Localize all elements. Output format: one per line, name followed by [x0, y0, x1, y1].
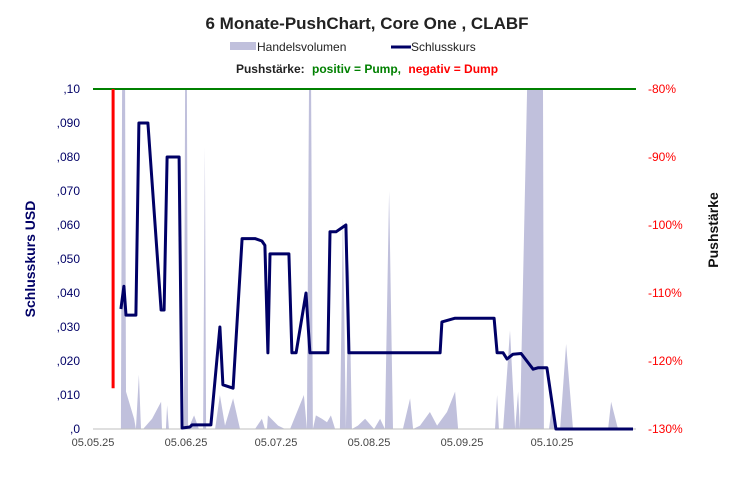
x-tick-label: 05.07.25	[255, 437, 298, 449]
x-tick-label: 05.10.25	[531, 437, 574, 449]
legend-push-prefix: Pushstärke:	[236, 62, 305, 76]
volume-area	[120, 89, 633, 429]
y-tick-label: ,040	[57, 286, 81, 300]
y2-tick-label: -110%	[648, 286, 682, 300]
y-tick-label: ,010	[57, 388, 81, 402]
x-tick-label: 05.09.25	[441, 437, 484, 449]
y-tick-label: ,070	[57, 184, 81, 198]
y-tick-label: ,090	[57, 116, 81, 130]
legend-push-positive: positiv = Pump,	[312, 62, 401, 76]
legend-volume-label: Handelsvolumen	[257, 40, 346, 54]
legend-price-label: Schlusskurs	[411, 40, 476, 54]
legend-volume-swatch	[230, 42, 256, 50]
x-tick-label: 05.05.25	[72, 437, 115, 449]
chart-title: 6 Monate-PushChart, Core One , CLABF	[205, 14, 528, 33]
legend-push: Pushstärke: positiv = Pump, negativ = Du…	[236, 62, 498, 76]
y2-tick-label: -100%	[648, 218, 683, 232]
y-tick-label: ,10	[63, 82, 80, 96]
y2-axis-label: Pushstärke	[705, 192, 721, 268]
y-tick-label: ,0	[70, 422, 80, 436]
y-tick-label: ,020	[57, 354, 81, 368]
y-tick-label: ,050	[57, 252, 81, 266]
y-tick-label: ,060	[57, 218, 81, 232]
y2-tick-label: -90%	[648, 150, 676, 164]
legend-push-negative: negativ = Dump	[408, 62, 498, 76]
y2-tick-label: -120%	[648, 354, 683, 368]
y-tick-label: ,030	[57, 320, 81, 334]
y2-tick-label: -80%	[648, 82, 676, 96]
price-line	[119, 121, 633, 431]
x-tick-label: 05.08.25	[348, 437, 391, 449]
y2-tick-label: -130%	[648, 422, 683, 436]
y-tick-label: ,080	[57, 150, 81, 164]
y-axis-label: Schlusskurs USD	[22, 201, 38, 318]
x-tick-label: 05.06.25	[165, 437, 208, 449]
